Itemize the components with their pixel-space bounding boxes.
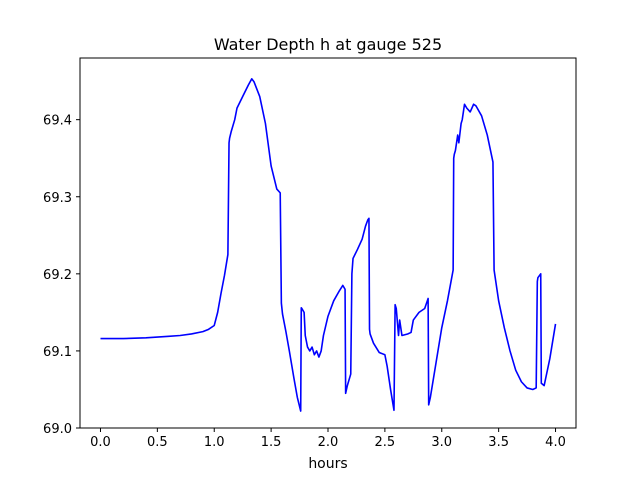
x-axis-label: hours <box>308 456 347 472</box>
x-tick-label: 1.5 <box>261 435 282 450</box>
x-axis-ticks: 0.0 0.5 1.0 1.5 2.0 2.5 3.0 3.5 4.0 <box>90 428 566 450</box>
plot-series <box>100 78 557 412</box>
y-tick-label: 69.2 <box>43 268 72 283</box>
y-axis-ticks: 69.0 69.1 69.2 69.3 69.4 <box>43 114 80 437</box>
chart-title: Water Depth h at gauge 525 <box>214 35 442 54</box>
plot-area-frame <box>79 57 577 429</box>
x-tick-label: 2.0 <box>318 435 339 450</box>
y-tick-label: 69.1 <box>43 345 72 360</box>
y-tick-label: 69.4 <box>43 114 72 129</box>
y-tick-label: 69.3 <box>43 191 72 206</box>
x-tick-label: 3.5 <box>488 435 509 450</box>
series-line-0 <box>100 78 557 412</box>
x-tick-label: 2.5 <box>375 435 396 450</box>
x-tick-label: 0.0 <box>90 435 111 450</box>
y-tick-label: 69.0 <box>43 422 72 437</box>
x-tick-label: 1.0 <box>204 435 225 450</box>
x-tick-label: 3.0 <box>431 435 452 450</box>
x-tick-label: 0.5 <box>147 435 168 450</box>
x-tick-label: 4.0 <box>545 435 566 450</box>
